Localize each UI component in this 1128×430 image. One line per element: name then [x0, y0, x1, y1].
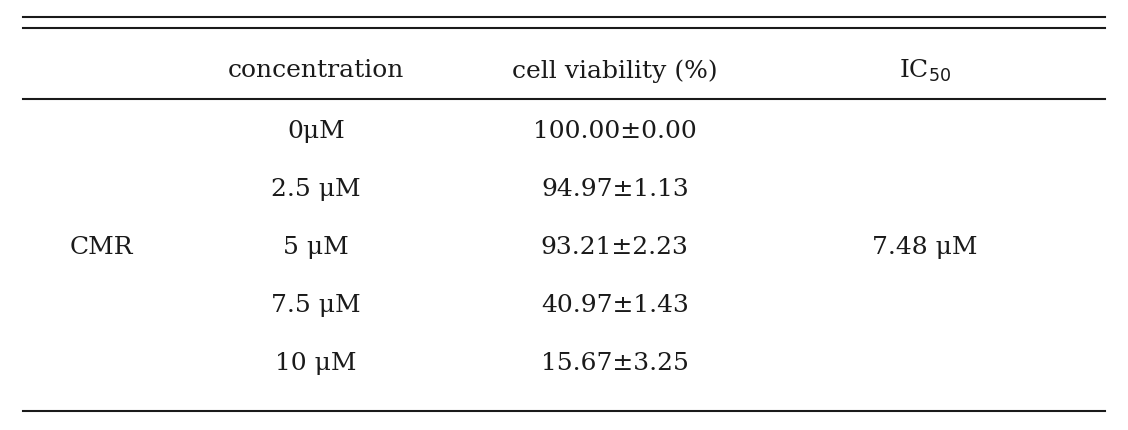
- Text: cell viability (%): cell viability (%): [512, 59, 717, 83]
- Text: 93.21±2.23: 93.21±2.23: [540, 236, 689, 259]
- Text: 94.97±1.13: 94.97±1.13: [541, 178, 688, 201]
- Text: concentration: concentration: [228, 59, 404, 83]
- Text: 5 μM: 5 μM: [283, 236, 349, 259]
- Text: 10 μM: 10 μM: [275, 352, 356, 375]
- Text: 7.5 μM: 7.5 μM: [271, 294, 361, 317]
- Text: 2.5 μM: 2.5 μM: [271, 178, 361, 201]
- Text: 15.67±3.25: 15.67±3.25: [540, 352, 689, 375]
- Text: CMR: CMR: [70, 236, 133, 259]
- Text: 100.00±0.00: 100.00±0.00: [532, 120, 697, 143]
- Text: IC$_{50}$: IC$_{50}$: [899, 58, 951, 84]
- Text: 0μM: 0μM: [287, 120, 345, 143]
- Text: 7.48 μM: 7.48 μM: [872, 236, 978, 259]
- Text: 40.97±1.43: 40.97±1.43: [540, 294, 689, 317]
